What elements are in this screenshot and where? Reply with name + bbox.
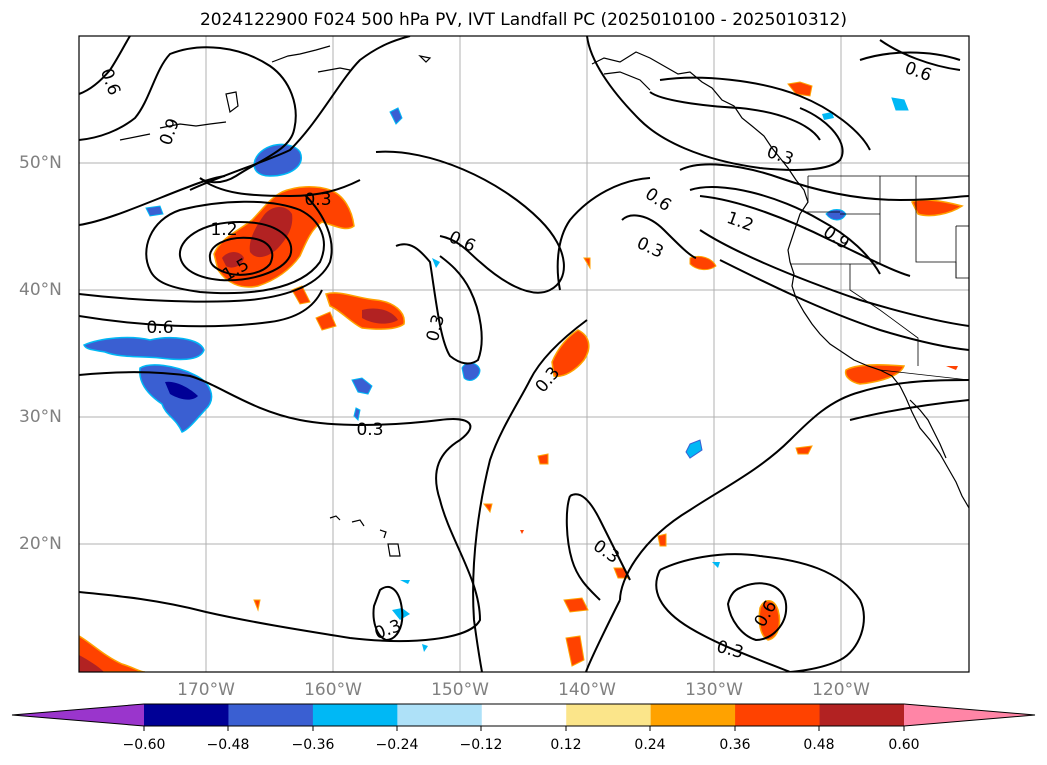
lon-label-170w: 170°W	[177, 680, 235, 700]
contour-label: 0.6	[146, 318, 173, 338]
colorbar-segment	[566, 704, 652, 726]
colorbar-extend-low	[12, 704, 144, 726]
contour-label: 0.3	[423, 312, 449, 343]
colorbar-segment	[735, 704, 821, 726]
map-title: 2024122900 F024 500 hPa PV, IVT Landfall…	[199, 10, 847, 30]
colorbar-tick-label: −0.60	[122, 737, 166, 753]
lon-label-140w: 140°W	[558, 680, 616, 700]
lon-label-160w: 160°W	[304, 680, 362, 700]
coastlines	[119, 45, 969, 557]
colorbar-tick-label: 0.24	[634, 737, 666, 753]
colorbar-tick-label: −0.24	[375, 737, 419, 753]
colorbar-segment	[819, 704, 905, 726]
contour-lines	[79, 36, 969, 672]
contour-label: 0.3	[372, 616, 404, 644]
colorbar-tick-label: 0.36	[719, 737, 751, 753]
colorbar-tick-label: 0.48	[803, 737, 835, 753]
lat-label-20n: 20°N	[19, 534, 62, 554]
contour-label: 0.3	[634, 233, 667, 263]
colorbar-tick-label: −0.36	[291, 737, 335, 753]
colorbar-segment	[312, 704, 398, 726]
contour-label: 0.3	[714, 637, 745, 663]
contour-label: 0.6	[96, 66, 124, 98]
colorbar-tick-label: −0.48	[206, 737, 250, 753]
positive-anomaly-patches	[79, 81, 964, 672]
contour-label: 1.2	[724, 208, 756, 236]
lon-label-120w: 120°W	[812, 680, 870, 700]
colorbar-segment	[481, 704, 567, 726]
political-borders	[790, 175, 969, 381]
contour-label: 1.2	[210, 220, 237, 240]
lon-label-130w: 130°W	[685, 680, 743, 700]
colorbar-segment	[397, 704, 483, 726]
contour-label: 0.3	[304, 190, 331, 210]
lat-label-50n: 50°N	[19, 153, 62, 173]
contour-label-layer: 0.60.90.31.21.50.60.60.30.30.30.61.20.30…	[96, 58, 934, 663]
colorbar	[11, 703, 1036, 731]
contour-label: 0.3	[589, 536, 623, 568]
colorbar-segment	[228, 704, 314, 726]
colorbar-segment	[144, 704, 229, 726]
map-frame	[78, 35, 970, 673]
lon-label-150w: 150°W	[431, 680, 489, 700]
contour-label: 0.3	[764, 142, 796, 170]
negative-anomaly-patches	[83, 97, 909, 652]
contour-label: 0.6	[641, 184, 675, 216]
colorbar-tick-label: −0.12	[459, 737, 503, 753]
map-content	[79, 36, 969, 672]
lat-label-30n: 30°N	[19, 407, 62, 427]
colorbar-extend-high	[904, 704, 1035, 726]
lat-label-40n: 40°N	[19, 280, 62, 300]
contour-label: 0.3	[356, 420, 383, 440]
contour-label: 0.6	[446, 227, 479, 257]
contour-label: 0.6	[902, 58, 934, 86]
colorbar-tick-label: 0.12	[550, 737, 582, 753]
contour-label: 0.9	[156, 116, 184, 148]
colorbar-tick-label: 0.60	[888, 737, 920, 753]
colorbar-segment	[650, 704, 736, 726]
